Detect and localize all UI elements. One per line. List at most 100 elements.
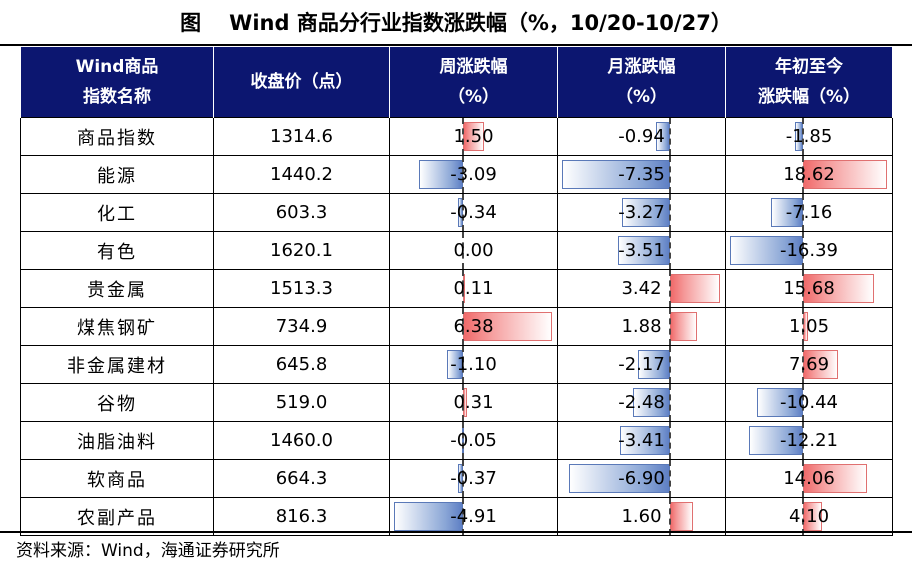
row-name: 非金属建材	[20, 345, 214, 384]
row-month-cell: -6.90	[557, 459, 726, 498]
row-ytd-cell: 4.10	[725, 497, 893, 536]
row-week-value: 0.31	[453, 392, 494, 413]
row-week-value: -0.05	[450, 430, 497, 451]
row-week-cell: 1.50	[389, 117, 558, 156]
row-close: 664.3	[213, 459, 390, 498]
row-ytd-bar	[730, 236, 804, 265]
header-close: 收盘价（点）	[213, 47, 390, 118]
table-row: 化工 603.3 -0.34 -3.27 -7.16	[20, 193, 893, 232]
row-week-zero-axis	[461, 232, 464, 269]
row-name: 谷物	[20, 383, 214, 422]
row-week-cell: -0.34	[389, 193, 558, 232]
row-month-zero-axis	[668, 270, 671, 307]
row-week-value: 6.38	[453, 316, 494, 337]
table-row: 煤焦钢矿 734.9 6.38 1.88 1.05	[20, 307, 893, 346]
row-month-cell: 3.42	[557, 269, 726, 308]
row-close: 645.8	[213, 345, 390, 384]
row-week-zero-axis	[461, 118, 464, 155]
header-month: 月涨跌幅 （%）	[557, 47, 726, 118]
row-close: 734.9	[213, 307, 390, 346]
header-week: 周涨跌幅 （%）	[389, 47, 558, 118]
row-week-zero-axis	[461, 384, 464, 421]
row-week-value: -1.10	[450, 354, 497, 375]
row-close: 1620.1	[213, 231, 390, 270]
index-table: Wind商品 指数名称 收盘价（点） 周涨跌幅 （%） 月涨跌幅 （%） 年初至今 涨跌…	[20, 47, 893, 536]
row-week-cell: 6.38	[389, 307, 558, 346]
row-month-zero-axis	[668, 118, 671, 155]
bottom-rule	[0, 531, 912, 533]
row-ytd-value: -12.21	[779, 430, 839, 451]
header-name: Wind商品 指数名称	[20, 47, 214, 118]
row-ytd-value: 15.68	[783, 278, 835, 299]
row-month-cell: 1.88	[557, 307, 726, 346]
row-month-zero-axis	[668, 156, 671, 193]
table-row: 贵金属 1513.3 0.11 3.42 15.68	[20, 269, 893, 308]
row-month-cell: -2.17	[557, 345, 726, 384]
row-week-zero-axis	[461, 156, 464, 193]
table-row: 油脂油料 1460.0 -0.05 -3.41 -12.21	[20, 421, 893, 460]
row-month-value: 1.88	[621, 316, 662, 337]
row-week-zero-axis	[461, 270, 464, 307]
row-ytd-zero-axis	[802, 460, 805, 497]
row-month-value: -2.48	[618, 392, 665, 413]
top-rule	[0, 44, 912, 46]
figure-title: 图 Wind 商品分行业指数涨跌幅（%，10/20-10/27）	[0, 0, 912, 44]
table-row: 软商品 664.3 -0.37 -6.90 14.06	[20, 459, 893, 498]
row-name: 软商品	[20, 459, 214, 498]
row-close: 1314.6	[213, 117, 390, 156]
row-month-zero-axis	[668, 346, 671, 383]
row-ytd-value: 7.69	[788, 354, 830, 375]
row-month-value: 3.42	[621, 278, 662, 299]
row-month-bar	[669, 502, 694, 531]
row-ytd-cell: -10.44	[725, 383, 893, 422]
row-ytd-cell: 14.06	[725, 459, 893, 498]
row-ytd-zero-axis	[802, 118, 805, 155]
row-month-bar	[637, 350, 670, 379]
header-row: Wind商品 指数名称 收盘价（点） 周涨跌幅 （%） 月涨跌幅 （%） 年初至今 涨跌…	[20, 47, 893, 118]
table-row: 商品指数 1314.6 1.50 -0.94 -1.85	[20, 117, 893, 156]
row-name: 商品指数	[20, 117, 214, 156]
row-close: 519.0	[213, 383, 390, 422]
table-row: 有色 1620.1 0.00 -3.51 -16.39	[20, 231, 893, 270]
row-month-zero-axis	[668, 460, 671, 497]
row-week-cell: -3.09	[389, 155, 558, 194]
row-month-value: -3.51	[618, 240, 665, 261]
row-week-value: 0.00	[453, 240, 494, 261]
row-ytd-zero-axis	[802, 422, 805, 459]
row-ytd-cell: 7.69	[725, 345, 893, 384]
row-name: 化工	[20, 193, 214, 232]
row-month-cell: -7.35	[557, 155, 726, 194]
row-month-cell: -0.94	[557, 117, 726, 156]
row-week-cell: -1.10	[389, 345, 558, 384]
row-month-cell: -3.41	[557, 421, 726, 460]
row-week-bar	[462, 312, 552, 341]
row-ytd-cell: -1.85	[725, 117, 893, 156]
row-name: 贵金属	[20, 269, 214, 308]
row-month-zero-axis	[668, 308, 671, 345]
row-ytd-cell: -16.39	[725, 231, 893, 270]
table-row: 农副产品 816.3 -4.91 1.60 4.10	[20, 497, 893, 536]
row-close: 816.3	[213, 497, 390, 536]
row-ytd-value: 4.10	[788, 506, 830, 527]
row-ytd-zero-axis	[802, 270, 805, 307]
row-name: 有色	[20, 231, 214, 270]
figure-title-text: Wind 商品分行业指数涨跌幅（%，10/20-10/27）	[229, 11, 732, 35]
table-body: 商品指数 1314.6 1.50 -0.94 -1.85 能源 1440.2 -3.09 -7.…	[20, 117, 893, 536]
row-week-cell: -0.37	[389, 459, 558, 498]
row-week-cell: -4.91	[389, 497, 558, 536]
row-ytd-bar	[771, 198, 804, 227]
row-month-bar	[568, 464, 670, 493]
row-ytd-value: 1.05	[788, 316, 830, 337]
row-name: 农副产品	[20, 497, 214, 536]
row-ytd-value: -7.16	[785, 202, 833, 223]
row-week-value: -0.37	[450, 468, 497, 489]
row-week-cell: 0.11	[389, 269, 558, 308]
row-week-zero-axis	[461, 422, 464, 459]
row-month-bar	[669, 312, 698, 341]
row-close: 1460.0	[213, 421, 390, 460]
row-month-zero-axis	[668, 194, 671, 231]
row-ytd-zero-axis	[802, 308, 805, 345]
row-month-value: -3.27	[618, 202, 665, 223]
row-ytd-value: -1.85	[785, 126, 833, 147]
row-month-cell: -3.51	[557, 231, 726, 270]
